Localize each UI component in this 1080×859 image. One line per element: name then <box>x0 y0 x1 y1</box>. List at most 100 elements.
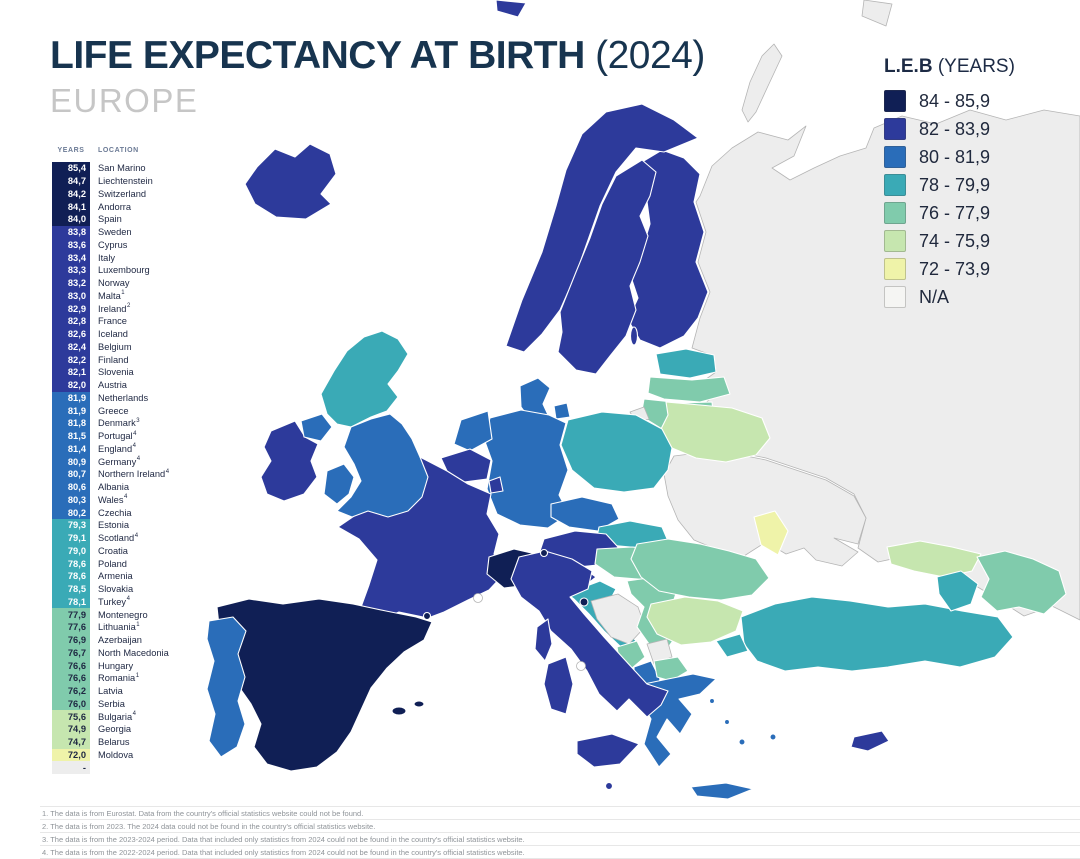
country-name: Romania 1 <box>98 672 140 684</box>
leb-value-cell: 80,9 <box>52 455 90 468</box>
legend-title-suffix: (YEARS) <box>937 56 1015 77</box>
footnote-line: 3. The data is from the 2023-2024 period… <box>40 832 1080 845</box>
map-region-kosovo <box>646 638 673 665</box>
leb-table: YEARS LOCATION 85,4 San Marino 84,7 Liechte… <box>52 147 222 774</box>
map-country-ukraine <box>663 451 867 567</box>
table-row: 81,4 England 4 <box>52 442 222 456</box>
legend-label: 72 - 73,9 <box>919 258 991 279</box>
col-header-years: YEARS <box>57 147 85 154</box>
map-island-svalbard <box>495 0 527 18</box>
country-name: Azerbaijan <box>98 635 142 646</box>
country-name: Finland <box>98 354 129 365</box>
map-country-poland <box>560 411 673 493</box>
legend-item: 82 - 83,9 <box>884 115 1015 143</box>
country-name: Northern Ireland 4 <box>98 468 170 480</box>
country-name: Estonia <box>98 520 130 531</box>
map-region-wales <box>323 463 355 505</box>
map-island-novaya-zemlya <box>741 43 783 123</box>
country-name: Belarus <box>98 737 130 748</box>
table-row: 85,4 San Marino <box>52 162 222 175</box>
leb-value-cell: 84,2 <box>52 187 90 201</box>
table-row: 81,9 Greece <box>52 404 222 417</box>
table-row: 84,7 Liechtenstein <box>52 174 222 188</box>
leb-value-cell: 81,9 <box>52 391 90 405</box>
table-row: 76,9 Azerbaijan <box>52 633 222 647</box>
leb-value-cell: 76,6 <box>52 659 90 672</box>
table-row: 77,6 Lithuania 1 <box>52 621 222 634</box>
legend-title-abbr: L.E.B <box>884 56 933 77</box>
table-row: 80,3 Wales 4 <box>52 493 222 507</box>
map-country-bulgaria <box>646 596 744 646</box>
table-row: 82,6 Iceland <box>52 327 222 341</box>
table-row: 83,0 Malta 1 <box>52 289 222 303</box>
table-row: 80,6 Albania <box>52 480 222 494</box>
country-name: Bulgaria 4 <box>98 711 136 722</box>
table-row: 84,2 Switzerland <box>52 187 222 201</box>
country-name: North Macedonia <box>98 647 169 658</box>
table-row: 79,3 Estonia <box>52 519 222 532</box>
leb-value-cell: 80,3 <box>52 493 90 507</box>
leb-value-cell: 76,7 <box>52 646 90 660</box>
map-island-arctic <box>861 0 893 27</box>
map-country-andorra <box>422 611 432 621</box>
leb-value-cell: 76,6 <box>52 672 90 685</box>
table-row: 77,9 Montenegro <box>52 608 222 621</box>
map-island-sicily <box>576 733 640 768</box>
legend-items: 84 - 85,9 82 - 83,9 80 - 81,9 78 - 79,9 76 -… <box>884 87 1015 311</box>
map-island-crete <box>690 782 754 800</box>
table-row: 76,6 Hungary <box>52 659 222 672</box>
map-country-malta <box>604 781 614 791</box>
leb-value-cell: 83,6 <box>52 238 90 252</box>
map-country-north-macedonia <box>653 656 689 682</box>
map-country-san-marino <box>579 597 589 607</box>
legend-title: L.E.B (YEARS) <box>884 56 1015 78</box>
country-name: Spain <box>98 214 122 225</box>
country-name: Andorra <box>98 201 132 212</box>
legend-label: 76 - 77,9 <box>919 202 991 223</box>
table-row: 83,2 Norway <box>52 276 222 290</box>
map-country-portugal <box>206 616 247 758</box>
table-row: 83,3 Luxembourg <box>52 264 222 277</box>
leb-value-cell: 78,6 <box>52 557 90 570</box>
map-island-rhodes <box>769 733 777 741</box>
map-country-turkey <box>740 596 1014 672</box>
country-name: Luxembourg <box>98 265 150 276</box>
country-name: Malta 1 <box>98 290 125 301</box>
table-row: 78,6 Poland <box>52 557 222 570</box>
legend-swatch <box>884 202 906 224</box>
legend-swatch <box>884 258 906 280</box>
country-name: Croatia <box>98 545 128 556</box>
leb-value-cell: 81,8 <box>52 417 90 430</box>
table-row: 82,0 Austria <box>52 378 222 392</box>
country-name: France <box>98 316 127 327</box>
country-name: Czechia <box>98 507 132 518</box>
leb-value-cell: 79,1 <box>52 531 90 545</box>
leb-value-cell: 75,6 <box>52 710 90 723</box>
map-country-sweden <box>557 159 657 375</box>
leb-value-cell: 82,9 <box>52 302 90 315</box>
leb-value-cell: 76,2 <box>52 684 90 698</box>
table-row: 76,2 Latvia <box>52 684 222 698</box>
table-row: 82,9 Ireland 2 <box>52 302 222 315</box>
table-row: 79,1 Scotland 4 <box>52 531 222 545</box>
map-country-armenia <box>936 570 979 612</box>
leb-value-cell: 84,1 <box>52 200 90 213</box>
leb-value-cell: 78,6 <box>52 570 90 583</box>
map-country-belarus <box>660 401 771 463</box>
map-island-balearic <box>391 706 407 716</box>
legend-swatch <box>884 146 906 168</box>
country-name: Austria <box>98 380 127 391</box>
country-name: Denmark 3 <box>98 417 140 429</box>
country-name: Montenegro <box>98 609 148 620</box>
country-name: Portugal 4 <box>98 430 137 442</box>
leb-value-cell: 81,5 <box>52 429 90 443</box>
country-name: Belgium <box>98 341 132 352</box>
country-name: Ireland 2 <box>98 303 131 314</box>
table-row: 84,0 Spain <box>52 213 222 226</box>
legend: L.E.B (YEARS) 84 - 85,9 82 - 83,9 80 - 81,… <box>884 56 1015 311</box>
map-island-gotland <box>629 326 639 346</box>
legend-label: 74 - 75,9 <box>919 230 991 251</box>
table-row: 83,6 Cyprus <box>52 238 222 252</box>
page-title: LIFE EXPECTANCY AT BIRTH (2024) <box>50 34 705 78</box>
table-row: 81,9 Netherlands <box>52 391 222 405</box>
